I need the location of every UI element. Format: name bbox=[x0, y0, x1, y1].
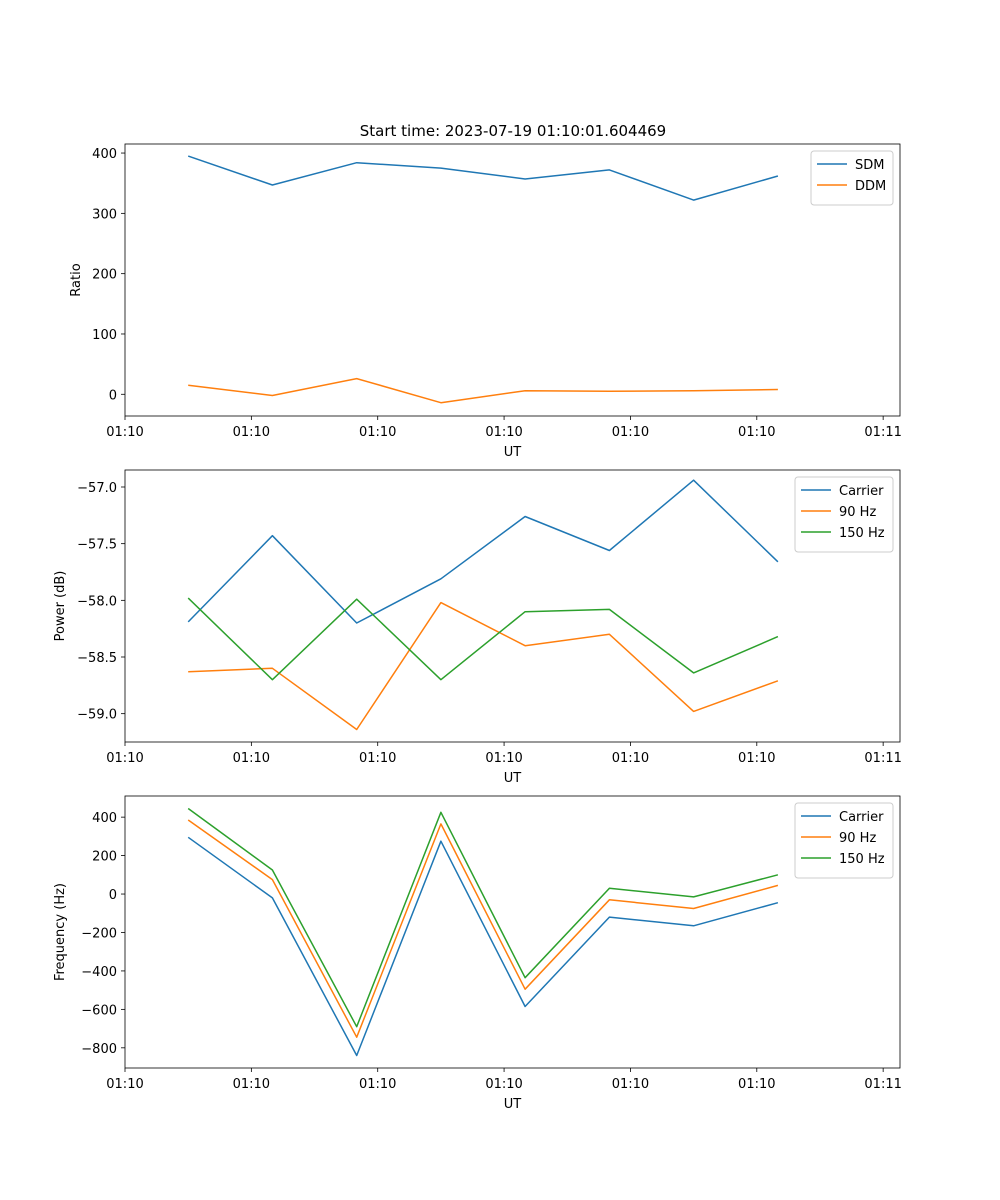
x-tick-label: 01:11 bbox=[864, 751, 901, 766]
x-tick-label: 01:10 bbox=[359, 425, 396, 440]
series-line-90-hz bbox=[187, 819, 779, 1038]
y-tick-label: −57.5 bbox=[77, 538, 117, 553]
x-tick-label: 01:10 bbox=[485, 751, 522, 766]
legend bbox=[794, 802, 894, 879]
chart-panel-3: 01:10 01:10 01:10 01:10 01:10 01:10 01:11 −800 −… bbox=[53, 795, 902, 1112]
y-tick-label: 0 bbox=[109, 388, 117, 403]
series-line-150-hz bbox=[187, 807, 779, 1028]
y-axis-label: Ratio bbox=[69, 263, 84, 296]
x-tick-label: 01:10 bbox=[233, 1077, 270, 1092]
x-tick-label: 01:10 bbox=[738, 1077, 775, 1092]
y-tick-label: 100 bbox=[92, 328, 117, 343]
legend-label: 90 Hz bbox=[839, 831, 876, 846]
series-line-sdm bbox=[187, 155, 779, 201]
y-tick-label: −200 bbox=[81, 926, 117, 941]
y-tick-label: 200 bbox=[92, 268, 117, 283]
panels: 01:10 01:10 01:10 01:10 01:10 01:10 01:11 0 100 2… bbox=[53, 143, 902, 1112]
y-tick-label: −800 bbox=[81, 1042, 117, 1057]
series-line-90-hz bbox=[188, 601, 779, 731]
x-tick-label: 01:10 bbox=[106, 751, 143, 766]
y-axis-label: Frequency (Hz) bbox=[53, 883, 68, 981]
x-tick-label: 01:11 bbox=[864, 425, 901, 440]
legend-label: 90 Hz bbox=[839, 505, 876, 520]
y-tick-label: −57.0 bbox=[77, 481, 117, 496]
legend bbox=[794, 476, 894, 553]
y-tick-label: 400 bbox=[92, 147, 117, 162]
series-line-carrier bbox=[187, 479, 779, 624]
x-tick-label: 01:10 bbox=[612, 1077, 649, 1092]
chart-panel-2: 01:10 01:10 01:10 01:10 01:10 01:10 01:11 −59.0… bbox=[53, 469, 902, 786]
y-tick-label: −58.5 bbox=[77, 651, 117, 666]
y-tick-label: 400 bbox=[92, 811, 117, 826]
legend-label: 150 Hz bbox=[839, 526, 885, 541]
x-tick-label: 01:10 bbox=[738, 751, 775, 766]
series-line-150-hz bbox=[187, 597, 779, 681]
legend-label: DDM bbox=[855, 179, 886, 194]
y-tick-label: −400 bbox=[81, 965, 117, 980]
axes-frame bbox=[124, 469, 901, 743]
y-tick-label: −600 bbox=[81, 1003, 117, 1018]
x-tick-label: 01:10 bbox=[485, 425, 522, 440]
axes-frame bbox=[124, 795, 901, 1069]
x-tick-label: 01:10 bbox=[106, 1077, 143, 1092]
y-axis-label: Power (dB) bbox=[53, 571, 68, 642]
legend-label: Carrier bbox=[839, 484, 884, 499]
x-tick-label: 01:10 bbox=[485, 1077, 522, 1092]
x-tick-label: 01:10 bbox=[106, 425, 143, 440]
legend-label: SDM bbox=[855, 158, 884, 173]
series-line-ddm bbox=[188, 377, 778, 404]
legend-label: Carrier bbox=[839, 810, 884, 825]
x-tick-label: 01:10 bbox=[233, 425, 270, 440]
x-tick-label: 01:11 bbox=[864, 1077, 901, 1092]
y-tick-label: 300 bbox=[92, 207, 117, 222]
x-tick-label: 01:10 bbox=[612, 751, 649, 766]
x-tick-label: 01:10 bbox=[359, 1077, 396, 1092]
series-line-carrier bbox=[187, 836, 779, 1057]
legend-label: 150 Hz bbox=[839, 852, 885, 867]
x-axis-label: UT bbox=[504, 445, 522, 460]
y-tick-label: 200 bbox=[92, 850, 117, 865]
y-tick-label: −59.0 bbox=[77, 708, 117, 723]
y-tick-label: −58.0 bbox=[77, 594, 117, 609]
x-tick-label: 01:10 bbox=[233, 751, 270, 766]
chart-panel-1: 01:10 01:10 01:10 01:10 01:10 01:10 01:11 0 100 2… bbox=[69, 143, 902, 460]
x-axis-label: UT bbox=[504, 771, 522, 786]
y-tick-label: 0 bbox=[109, 888, 117, 903]
x-tick-label: 01:10 bbox=[612, 425, 649, 440]
x-axis-label: UT bbox=[504, 1097, 522, 1112]
x-tick-label: 01:10 bbox=[738, 425, 775, 440]
axes-frame bbox=[124, 143, 901, 417]
figure-title: Start time: 2023-07-19 01:10:01.604469 bbox=[360, 122, 666, 140]
x-tick-label: 01:10 bbox=[359, 751, 396, 766]
